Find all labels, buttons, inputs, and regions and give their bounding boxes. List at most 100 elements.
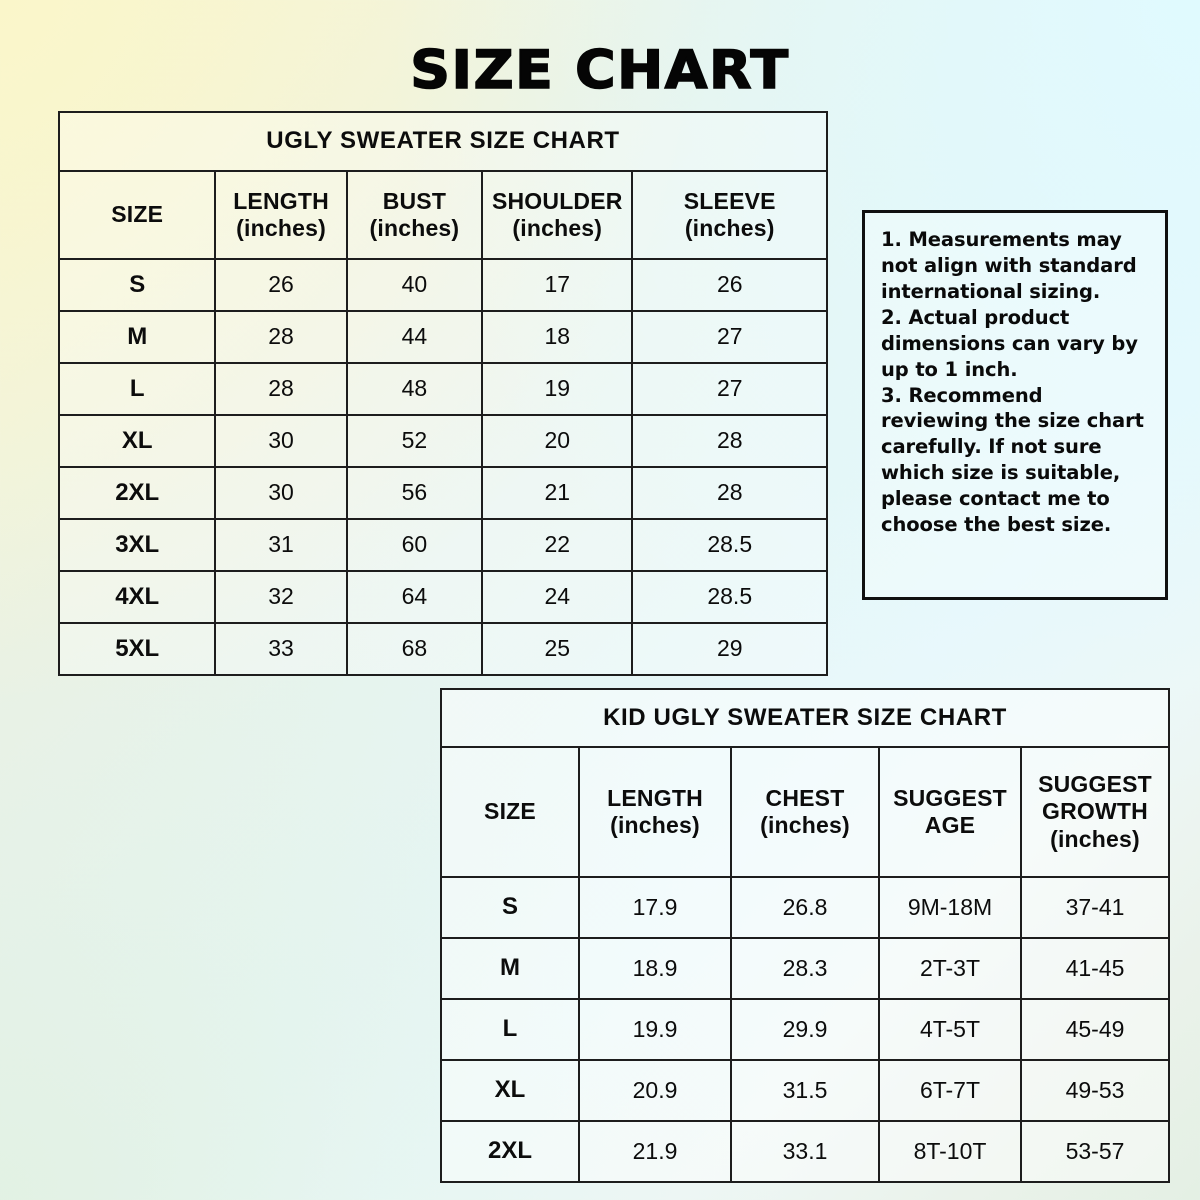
kid-row-length: 18.9: [578, 937, 732, 1000]
kid-header-suggest-growth: SUGGEST GROWTH (inches): [1019, 746, 1171, 878]
kid-row-size: M: [440, 937, 580, 1000]
kid-header-length-unit: (inches): [610, 812, 700, 838]
adult-header-length: LENGTH (inches): [214, 170, 348, 260]
note-item: 3. Recommend reviewing the size chart ca…: [881, 383, 1144, 537]
adult-row-length: 30: [214, 466, 348, 520]
adult-row-sleeve: 27: [631, 310, 828, 364]
adult-table-caption: UGLY SWEATER SIZE CHART: [58, 111, 828, 172]
adult-row-length: 31: [214, 518, 348, 572]
table-row: 3XL 31 60 22 28.5: [57, 518, 828, 572]
table-row: XL 20.9 31.5 6T-7T 49-53: [440, 1059, 1171, 1122]
adult-row-sleeve: 29: [631, 622, 828, 676]
table-row: XL 30 52 20 28: [57, 414, 828, 468]
table-row: M 18.9 28.3 2T-3T 41-45: [440, 937, 1171, 1000]
adult-header-length-label: LENGTH: [233, 187, 329, 214]
adult-row-length: 30: [214, 414, 348, 468]
adult-row-shoulder: 18: [481, 310, 634, 364]
adult-row-shoulder: 25: [481, 622, 634, 676]
adult-row-shoulder: 20: [481, 414, 634, 468]
adult-row-bust: 44: [345, 310, 484, 364]
kid-row-size: XL: [440, 1059, 580, 1122]
table-row: S 17.9 26.8 9M-18M 37-41: [440, 876, 1171, 939]
adult-table-header-row: SIZE LENGTH (inches) BUST (inches) SHOUL…: [57, 170, 828, 260]
adult-row-bust: 56: [345, 466, 484, 520]
adult-header-sleeve-label: SLEEVE: [683, 187, 776, 214]
adult-header-sleeve: SLEEVE (inches): [631, 170, 828, 260]
adult-row-size: 2XL: [57, 466, 217, 520]
kid-row-length: 20.9: [578, 1059, 732, 1122]
kid-header-chest-unit: (inches): [760, 812, 850, 838]
table-row: 2XL 30 56 21 28: [57, 466, 828, 520]
kid-row-age: 9M-18M: [878, 876, 1022, 939]
note-item: 1. Measurements may not align with stand…: [881, 228, 1137, 303]
adult-row-sleeve: 28.5: [631, 518, 828, 572]
table-row: L 19.9 29.9 4T-5T 45-49: [440, 998, 1171, 1061]
kid-row-age: 8T-10T: [878, 1120, 1022, 1183]
adult-header-sleeve-unit: (inches): [684, 215, 775, 241]
adult-row-size: M: [57, 310, 217, 364]
kid-row-length: 17.9: [578, 876, 732, 939]
kid-row-chest: 31.5: [730, 1059, 880, 1122]
adult-row-length: 26: [214, 258, 348, 312]
table-row: 2XL 21.9 33.1 8T-10T 53-57: [440, 1120, 1171, 1183]
adult-table-caption-row: UGLY SWEATER SIZE CHART: [58, 111, 828, 172]
adult-row-length: 28: [214, 310, 348, 364]
kid-header-chest: CHEST (inches): [730, 746, 880, 878]
kid-row-size: L: [440, 998, 580, 1061]
kid-row-growth: 53-57: [1019, 1120, 1171, 1183]
kid-row-chest: 26.8: [730, 876, 880, 939]
kid-row-chest: 33.1: [730, 1120, 880, 1183]
adult-header-bust-unit: (inches): [369, 215, 460, 241]
adult-row-size: S: [57, 258, 217, 312]
adult-row-shoulder: 19: [481, 362, 634, 416]
adult-row-length: 33: [214, 622, 348, 676]
adult-row-size: XL: [57, 414, 217, 468]
kid-table-header-row: SIZE LENGTH (inches) CHEST (inches) SUGG…: [440, 746, 1171, 878]
adult-row-sleeve: 28: [631, 466, 828, 520]
adult-row-length: 32: [214, 570, 348, 624]
adult-header-shoulder-label: SHOULDER: [491, 187, 623, 214]
adult-row-shoulder: 24: [481, 570, 634, 624]
measurement-notes-box: 1. Measurements may not align with stand…: [862, 210, 1168, 600]
kid-header-length: LENGTH (inches): [578, 746, 732, 878]
table-row: 4XL 32 64 24 28.5: [57, 570, 828, 624]
kid-row-length: 21.9: [578, 1120, 732, 1183]
adult-header-shoulder: SHOULDER (inches): [481, 170, 634, 260]
adult-header-size-label: SIZE: [111, 201, 164, 228]
kid-row-chest: 29.9: [730, 998, 880, 1061]
adult-row-bust: 68: [345, 622, 484, 676]
adult-header-length-unit: (inches): [236, 215, 326, 241]
adult-row-length: 28: [214, 362, 348, 416]
table-row: 5XL 33 68 25 29: [57, 622, 828, 676]
adult-row-shoulder: 22: [481, 518, 634, 572]
adult-row-bust: 52: [345, 414, 484, 468]
kid-size-chart-table: KID UGLY SWEATER SIZE CHART SIZE LENGTH …: [439, 688, 1171, 1183]
adult-row-bust: 64: [345, 570, 484, 624]
adult-row-sleeve: 28.5: [631, 570, 828, 624]
kid-header-suggest-age-label: SUGGEST AGE: [893, 784, 1007, 838]
kid-header-suggest-growth-label: SUGGEST GROWTH: [1038, 771, 1152, 825]
adult-row-bust: 40: [345, 258, 484, 312]
kid-row-chest: 28.3: [730, 937, 880, 1000]
page-title: SIZE CHART: [409, 39, 790, 102]
kid-row-size: 2XL: [440, 1120, 580, 1183]
adult-row-sleeve: 27: [631, 362, 828, 416]
adult-row-size: L: [57, 362, 217, 416]
adult-size-chart-table: UGLY SWEATER SIZE CHART SIZE LENGTH (inc…: [57, 111, 828, 676]
adult-header-bust-label: BUST: [382, 187, 447, 214]
adult-row-bust: 60: [345, 518, 484, 572]
kid-table-caption-row: KID UGLY SWEATER SIZE CHART: [439, 688, 1171, 748]
kid-header-length-label: LENGTH: [607, 784, 703, 811]
note-item: 2. Actual product dimensions can vary by…: [881, 305, 1138, 381]
adult-row-size: 3XL: [57, 518, 217, 572]
kid-row-size: S: [440, 876, 580, 939]
adult-row-bust: 48: [345, 362, 484, 416]
kid-row-growth: 41-45: [1019, 937, 1171, 1000]
kid-header-size: SIZE: [440, 746, 580, 878]
adult-row-size: 4XL: [57, 570, 217, 624]
adult-row-shoulder: 21: [481, 466, 634, 520]
kid-row-growth: 49-53: [1019, 1059, 1171, 1122]
table-row: L 28 48 19 27: [57, 362, 828, 416]
table-row: S 26 40 17 26: [57, 258, 828, 312]
adult-row-size: 5XL: [57, 622, 217, 676]
